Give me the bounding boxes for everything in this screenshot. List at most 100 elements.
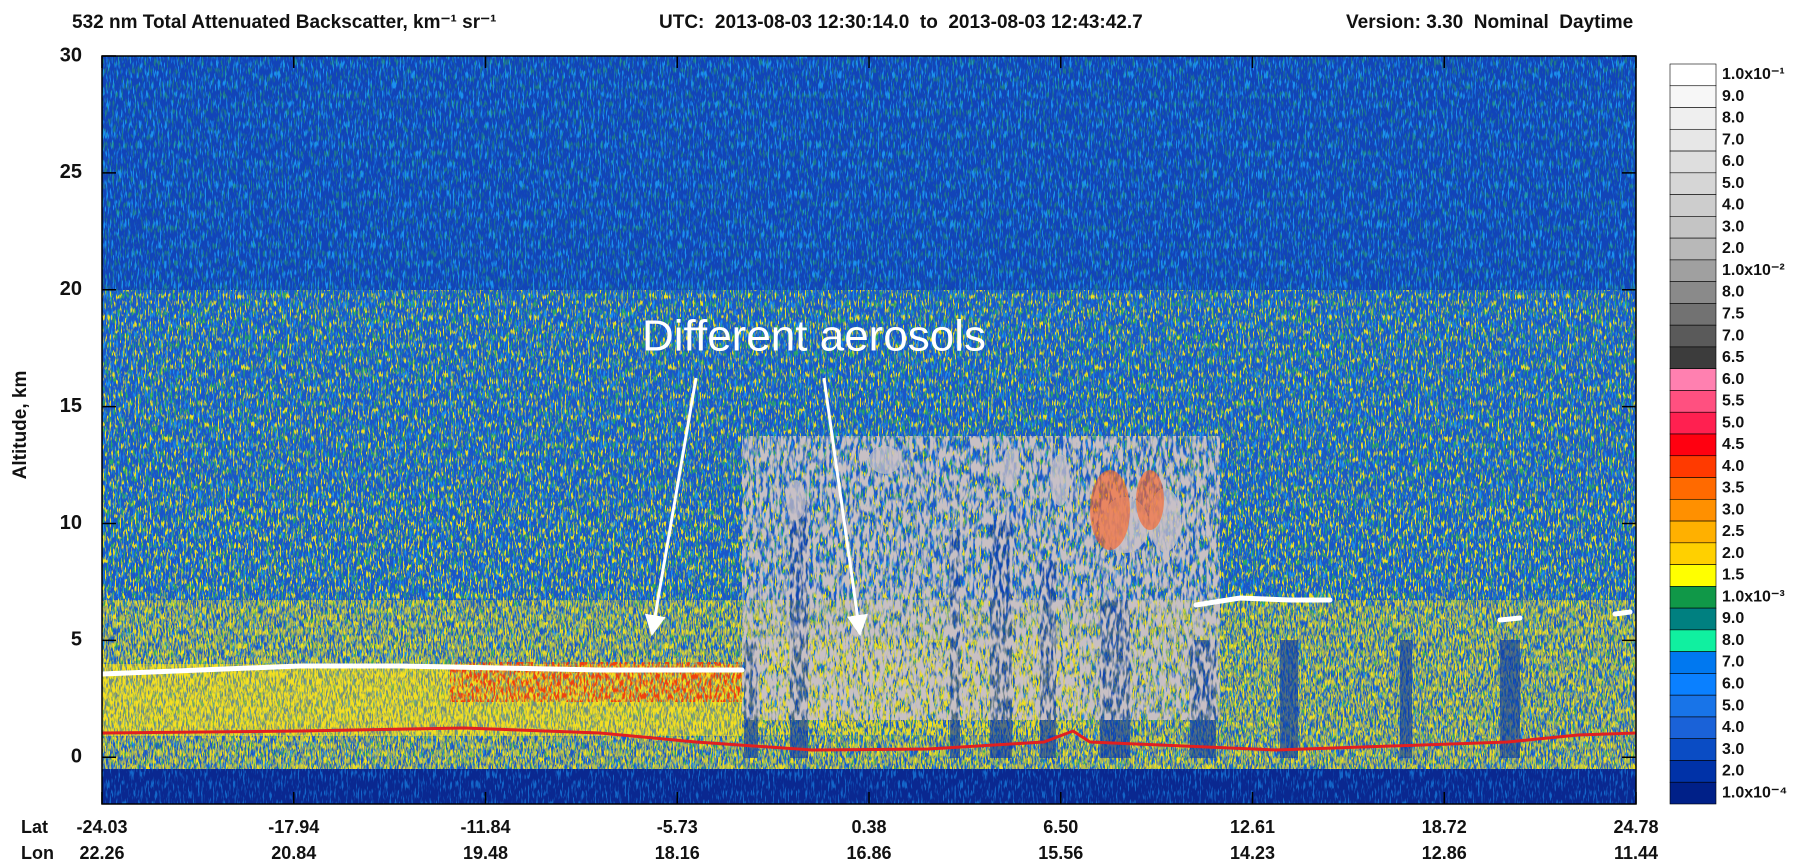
x-tick-label: 24.78 bbox=[1613, 817, 1658, 837]
colorbar-swatch bbox=[1669, 411, 1717, 435]
colorbar-label: 5.0 bbox=[1722, 414, 1744, 431]
y-tick-label: 10 bbox=[60, 512, 82, 534]
colorbar-label: 7.5 bbox=[1722, 306, 1744, 323]
colorbar-swatch bbox=[1669, 738, 1717, 761]
x-tick-label: -24.03 bbox=[76, 817, 127, 837]
x-tick-label: 6.50 bbox=[1043, 817, 1078, 837]
x-tick-label: 20.84 bbox=[271, 843, 316, 863]
colorbar-label: 6.5 bbox=[1722, 349, 1744, 366]
colorbar-swatch bbox=[1669, 63, 1717, 87]
colorbar-label: 1.0x10⁻¹ bbox=[1722, 66, 1785, 83]
colorbar-label: 5.0 bbox=[1722, 175, 1744, 192]
colorbar-label: 4.0 bbox=[1722, 719, 1744, 736]
x-tick-label: 16.86 bbox=[846, 843, 891, 863]
colorbar-label: 7.0 bbox=[1722, 327, 1744, 344]
colorbar-swatch bbox=[1669, 477, 1717, 500]
colorbar-swatch bbox=[1669, 107, 1717, 130]
colorbar-label: 3.0 bbox=[1722, 741, 1744, 758]
colorbar-swatch bbox=[1669, 542, 1717, 565]
x-row-name: Lon bbox=[21, 843, 54, 863]
y-tick-label: 5 bbox=[71, 629, 82, 651]
x-tick-label: 0.38 bbox=[851, 817, 886, 837]
colorbar-label: 9.0 bbox=[1722, 610, 1744, 627]
colorbar-label: 2.0 bbox=[1722, 763, 1744, 780]
colorbar-label: 6.0 bbox=[1722, 371, 1744, 388]
colorbar-swatch bbox=[1669, 716, 1717, 740]
x-tick-label: 19.48 bbox=[463, 843, 508, 863]
colorbar-label: 8.0 bbox=[1722, 632, 1744, 649]
chart-subtitle: UTC: 2013-08-03 12:30:14.0 to 2013-08-03… bbox=[659, 12, 1143, 33]
x-tick-label: 12.86 bbox=[1422, 843, 1467, 863]
colorbar-label: 7.0 bbox=[1722, 131, 1744, 148]
x-tick-label: -11.84 bbox=[460, 817, 510, 837]
x-tick-label: 14.23 bbox=[1230, 843, 1275, 863]
colorbar-swatch bbox=[1669, 651, 1717, 674]
colorbar-swatch bbox=[1669, 216, 1717, 239]
colorbar-label: 5.0 bbox=[1722, 697, 1744, 714]
colorbar-label: 4.0 bbox=[1722, 458, 1744, 475]
colorbar-label: 3.5 bbox=[1722, 480, 1744, 497]
colorbar-swatch bbox=[1669, 194, 1717, 217]
colorbar-swatch bbox=[1669, 760, 1717, 783]
colorbar-swatch bbox=[1669, 346, 1717, 370]
colorbar-swatch bbox=[1669, 694, 1717, 718]
colorbar-label: 7.0 bbox=[1722, 654, 1744, 671]
x-tick-label: -5.73 bbox=[657, 817, 698, 837]
colorbar-swatch bbox=[1669, 455, 1717, 478]
colorbar-label: 1.0x10⁻² bbox=[1722, 262, 1785, 279]
colorbar-swatch bbox=[1669, 520, 1717, 544]
x-tick-label: -17.94 bbox=[268, 817, 319, 837]
version-label: Version: 3.30 Nominal Daytime bbox=[1346, 12, 1633, 33]
colorbar-swatch bbox=[1669, 259, 1717, 282]
colorbar-swatch bbox=[1669, 172, 1717, 195]
colorbar-label: 1.0x10⁻⁴ bbox=[1722, 784, 1787, 801]
colorbar-swatch bbox=[1669, 324, 1717, 348]
colorbar-label: 1.5 bbox=[1722, 567, 1744, 584]
y-tick-label: 20 bbox=[60, 278, 82, 300]
y-axis-label: Altitude, km bbox=[10, 371, 31, 480]
colorbar-swatch bbox=[1669, 586, 1717, 609]
colorbar-label: 4.0 bbox=[1722, 197, 1744, 214]
x-tick-label: 15.56 bbox=[1038, 843, 1083, 863]
colorbar-label: 1.0x10⁻³ bbox=[1722, 588, 1785, 605]
colorbar-label: 3.0 bbox=[1722, 218, 1744, 235]
colorbar-label: 5.5 bbox=[1722, 393, 1744, 410]
y-tick-label: 30 bbox=[60, 44, 82, 66]
colorbar-label: 6.0 bbox=[1722, 153, 1744, 170]
colorbar-swatch bbox=[1669, 390, 1717, 413]
y-tick-label: 15 bbox=[60, 395, 82, 417]
curtain-image: Different aerosols bbox=[102, 56, 1636, 804]
colorbar-label: 8.0 bbox=[1722, 110, 1744, 127]
colorbar-swatch bbox=[1669, 498, 1717, 522]
colorbar-swatch bbox=[1669, 303, 1717, 326]
x-tick-label: 18.16 bbox=[655, 843, 700, 863]
x-row-name: Lat bbox=[21, 817, 48, 837]
y-tick-label: 0 bbox=[71, 746, 82, 768]
colorbar-label: 3.0 bbox=[1722, 501, 1744, 518]
colorbar-swatch bbox=[1669, 673, 1717, 696]
colorbar-swatch bbox=[1669, 433, 1717, 457]
y-tick-label: 25 bbox=[60, 161, 82, 183]
colorbar-label: 2.5 bbox=[1722, 523, 1744, 540]
colorbar-swatch bbox=[1669, 237, 1717, 261]
colorbar-swatch bbox=[1669, 607, 1717, 631]
colorbar-swatch bbox=[1669, 150, 1717, 174]
colorbar-label: 9.0 bbox=[1722, 88, 1744, 105]
colorbar-swatch bbox=[1669, 368, 1717, 391]
colorbar-label: 8.0 bbox=[1722, 284, 1744, 301]
colorbar-swatch bbox=[1669, 629, 1717, 652]
x-tick-label: 11.44 bbox=[1614, 843, 1658, 863]
colorbar-swatch bbox=[1669, 564, 1717, 587]
colorbar-label: 6.0 bbox=[1722, 676, 1744, 693]
x-tick-label: 12.61 bbox=[1230, 817, 1275, 837]
x-tick-label: 18.72 bbox=[1422, 817, 1467, 837]
colorbar-swatch bbox=[1669, 281, 1717, 304]
colorbar-label: 2.0 bbox=[1722, 240, 1744, 257]
colorbar-swatch bbox=[1669, 85, 1717, 108]
x-tick-label: 22.26 bbox=[79, 843, 124, 863]
colorbar-swatch bbox=[1669, 128, 1717, 152]
annotation: Different aerosols bbox=[642, 312, 986, 361]
chart-title: 532 nm Total Attenuated Backscatter, km⁻… bbox=[72, 12, 496, 33]
colorbar-label: 2.0 bbox=[1722, 545, 1744, 562]
